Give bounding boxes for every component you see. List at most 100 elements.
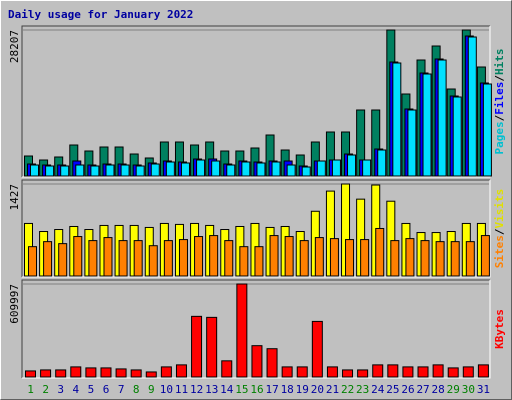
bar: [120, 164, 130, 177]
x-tick-label: 5: [88, 383, 95, 396]
x-tick-label: 17: [265, 383, 278, 396]
bar: [239, 246, 249, 277]
legend-entry: KBytes: [493, 309, 506, 349]
bar: [405, 238, 415, 277]
bar: [462, 366, 474, 378]
bar: [130, 369, 142, 378]
bar: [402, 366, 414, 378]
x-tick-label: 4: [73, 383, 80, 396]
bar: [254, 246, 264, 277]
bar: [467, 36, 477, 177]
bar: [326, 366, 338, 378]
bar: [103, 237, 113, 277]
x-tick-label: 28: [432, 383, 445, 396]
bar: [251, 345, 263, 378]
panel-edge-light: [22, 280, 491, 379]
panel-edge-light: [22, 180, 491, 278]
x-tick-label: 31: [477, 383, 490, 396]
bar: [224, 240, 234, 277]
x-tick-label: 19: [296, 383, 309, 396]
bar: [58, 243, 68, 277]
bar: [281, 366, 293, 378]
bar: [329, 238, 339, 277]
bar: [148, 245, 158, 277]
bar: [145, 371, 157, 378]
x-tick-label: 2: [42, 383, 49, 396]
bar: [135, 165, 145, 177]
panel-edge-light: [22, 26, 491, 178]
bar: [311, 320, 323, 378]
bar: [477, 364, 489, 378]
bar: [45, 165, 55, 177]
bar: [301, 166, 311, 177]
bar: [437, 59, 447, 177]
bar: [299, 240, 309, 277]
bar: [420, 240, 430, 277]
bar: [284, 236, 294, 277]
bar: [150, 163, 160, 177]
x-tick-label: 16: [250, 383, 263, 396]
bar: [256, 162, 266, 177]
bar: [372, 364, 384, 378]
bar: [100, 367, 112, 378]
x-tick-label: 13: [205, 383, 218, 396]
bar: [390, 240, 400, 277]
bar: [43, 241, 53, 277]
x-tick-label: 25: [386, 383, 399, 396]
bar: [422, 73, 432, 177]
bar: [360, 239, 370, 277]
bar: [432, 364, 444, 378]
x-tick-label: 30: [462, 383, 475, 396]
x-tick-label: 8: [133, 383, 140, 396]
bar: [375, 227, 385, 277]
x-tick-label: 11: [175, 383, 188, 396]
panel-edge-dark: [21, 279, 490, 378]
legend-separator: /: [493, 75, 506, 82]
bar: [417, 366, 429, 378]
legend-entry: Sites: [493, 235, 506, 268]
bar: [314, 237, 324, 277]
x-tick-label: 14: [220, 383, 234, 396]
legend-separator: /: [493, 228, 506, 235]
bar: [266, 348, 278, 378]
bar: [191, 315, 203, 378]
x-tick-label: 23: [356, 383, 369, 396]
bar: [165, 161, 175, 177]
legend-separator: /: [493, 114, 506, 121]
x-tick-label: 6: [103, 383, 110, 396]
x-tick-label: 21: [326, 383, 339, 396]
bar: [180, 162, 190, 177]
x-tick-label: 12: [190, 383, 203, 396]
bar: [70, 366, 82, 378]
bar: [118, 240, 128, 277]
y-tick-label: 1427: [8, 184, 21, 211]
bar: [133, 240, 143, 277]
bar: [316, 160, 326, 177]
panel-edge-dark: [21, 25, 490, 177]
x-tick-label: 3: [57, 383, 64, 396]
bar: [331, 159, 341, 177]
bar: [175, 364, 187, 378]
bar: [407, 109, 417, 177]
bar: [269, 235, 279, 277]
bar: [271, 161, 281, 177]
legend: KBytes: [493, 309, 506, 349]
bar: [30, 164, 39, 177]
bar: [241, 161, 251, 177]
x-tick-label: 20: [311, 383, 324, 396]
bar: [345, 239, 355, 277]
legend-entry: Hits: [493, 49, 506, 76]
bar: [392, 62, 402, 177]
bar: [465, 241, 475, 277]
bar: [28, 246, 37, 277]
x-tick-label: 18: [281, 383, 294, 396]
legend-entry: Pages: [493, 121, 506, 154]
bar: [115, 368, 127, 378]
bar: [40, 369, 52, 378]
bar: [73, 236, 83, 277]
bar: [452, 96, 462, 177]
legend: Pages/Files/Hits: [493, 49, 506, 155]
x-tick-label: 27: [416, 383, 429, 396]
bar: [221, 360, 233, 378]
